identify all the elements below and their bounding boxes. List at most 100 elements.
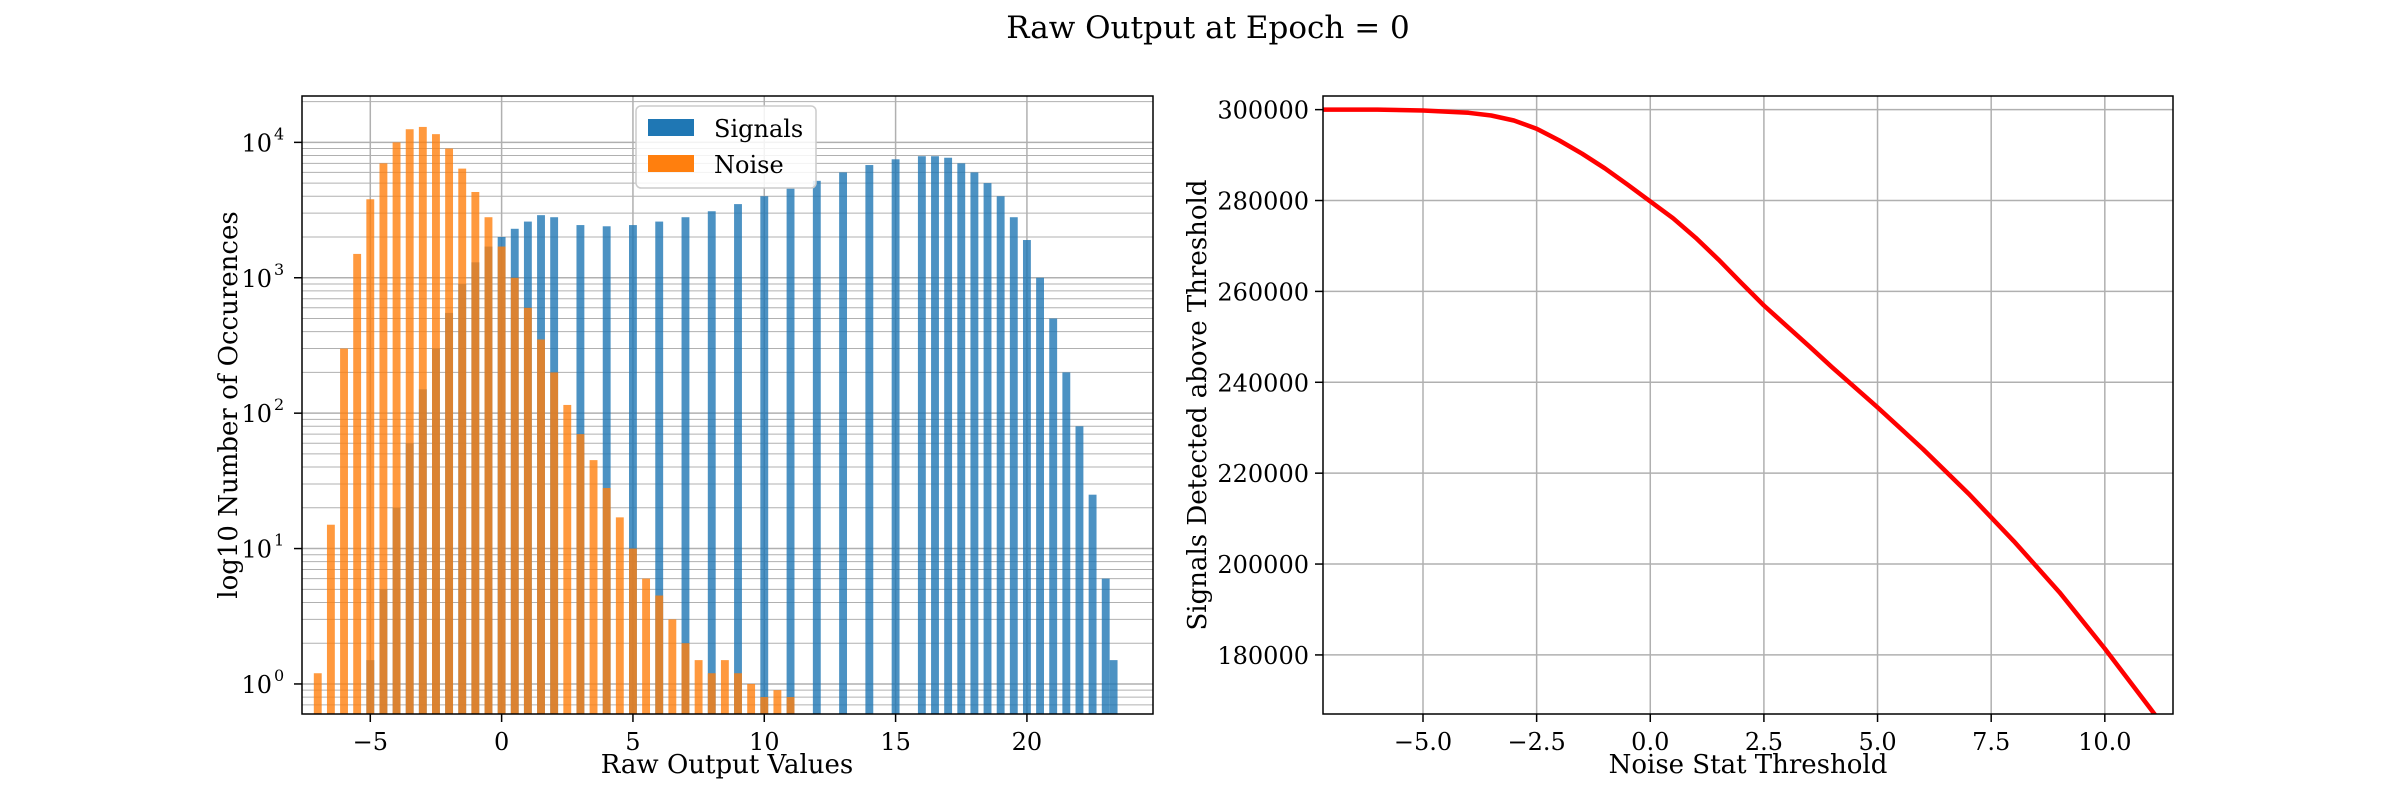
noise-bar <box>720 660 729 714</box>
threshold-frame <box>1322 95 2174 715</box>
noise-bar <box>484 217 493 714</box>
signals-bar <box>983 183 992 714</box>
noise-bar <box>366 199 375 715</box>
threshold-x-label: Noise Stat Threshold <box>1609 750 1888 780</box>
signals-bar <box>602 226 611 714</box>
x-tick-label: 7.5 <box>1972 728 2010 756</box>
noise-bar <box>418 126 427 715</box>
signals-bar <box>1022 240 1031 714</box>
signals-bar <box>1109 660 1118 714</box>
noise-bar <box>576 434 585 714</box>
threshold-ticks: −5.0 −2.5 0.0 2.5 5.0 7.5 10.0 180000 200000 2200… <box>1217 97 2131 756</box>
y-tick-label: 220000 <box>1217 460 1309 488</box>
legend-swatch-signals <box>648 119 694 136</box>
signals-bar <box>655 221 664 714</box>
histogram-legend: Signals Noise <box>635 105 817 189</box>
y-tick-label: 10 <box>241 400 272 428</box>
noise-bar <box>747 683 756 714</box>
noise-bar <box>550 372 559 714</box>
noise-bar <box>313 673 322 714</box>
y-tick-label: 10 <box>241 536 272 564</box>
x-tick-label: −5 <box>353 728 388 756</box>
noise-bar <box>510 277 519 714</box>
x-tick-label: 10 <box>749 728 780 756</box>
threshold-y-label: Signals Detected above Threshold <box>1183 179 1213 630</box>
signals-bar <box>707 211 716 714</box>
noise-bar <box>471 191 480 714</box>
threshold-grid <box>1323 96 2173 714</box>
signals-bar <box>1036 277 1044 714</box>
signals-bar <box>1075 426 1084 714</box>
noise-bar <box>694 660 703 714</box>
noise-bar <box>760 697 769 714</box>
y-tick-label: 260000 <box>1217 278 1309 306</box>
signals-bar <box>760 196 769 714</box>
noise-bar <box>602 488 611 714</box>
noise-bar <box>629 548 637 714</box>
y-tick-label: 10 <box>241 129 272 157</box>
y-tick-label: 240000 <box>1217 369 1309 397</box>
y-tick-label: 10 <box>241 671 272 699</box>
histogram-frame <box>301 95 1154 715</box>
noise-bar <box>379 163 388 714</box>
noise-bar <box>405 129 414 714</box>
noise-bar <box>655 595 664 714</box>
noise-bar <box>615 517 624 714</box>
noise-bar <box>642 578 651 714</box>
y-tick-exponent: 1 <box>274 531 284 550</box>
noise-bar <box>537 339 545 714</box>
signals-bar <box>944 157 953 714</box>
noise-bar <box>707 673 716 714</box>
signals-bar <box>786 188 795 715</box>
threshold-axes: −5.0 −2.5 0.0 2.5 5.0 7.5 10.0 180000 200000 2200… <box>1183 95 2174 780</box>
signals-bar <box>1101 578 1110 714</box>
noise-bar <box>326 524 335 714</box>
x-tick-label: 0 <box>494 728 509 756</box>
signals-bar <box>629 225 637 715</box>
x-tick-label: −2.5 <box>1507 728 1565 756</box>
y-tick-label: 10 <box>241 265 272 293</box>
signals-bar <box>681 217 690 714</box>
legend-label-noise: Noise <box>714 151 784 179</box>
signals-bar <box>891 159 900 714</box>
signals-bar <box>865 165 874 715</box>
noise-bar <box>392 142 401 714</box>
signals-bar <box>734 204 742 714</box>
x-tick-label: 2.5 <box>1745 728 1783 756</box>
signals-bar <box>1009 217 1018 714</box>
x-tick-label: 10.0 <box>2078 728 2131 756</box>
y-tick-label: 180000 <box>1217 642 1309 670</box>
noise-bar <box>681 643 690 714</box>
noise-bar <box>458 168 467 714</box>
noise-bar <box>340 348 348 714</box>
histogram-x-label: Raw Output Values <box>601 750 853 780</box>
signals-bar <box>1049 318 1058 714</box>
noise-bar <box>563 404 572 714</box>
signals-bar <box>1062 372 1071 714</box>
signals-bar <box>996 196 1005 714</box>
noise-bar <box>353 253 362 715</box>
y-tick-label: 280000 <box>1217 188 1309 216</box>
noise-bar <box>589 460 598 714</box>
signals-bar <box>917 156 926 714</box>
noise-bar <box>786 697 795 714</box>
y-tick-exponent: 2 <box>274 395 284 414</box>
signals-detected-line <box>1323 107 2158 714</box>
x-tick-label: 5.0 <box>1858 728 1896 756</box>
legend-swatch-noise <box>648 155 694 172</box>
histogram-bars <box>313 126 1118 715</box>
noise-bar <box>668 619 677 714</box>
y-tick-label: 200000 <box>1217 551 1309 579</box>
signals-bar <box>839 172 848 715</box>
y-tick-exponent: 4 <box>274 124 284 143</box>
y-tick-label: 300000 <box>1217 97 1309 125</box>
signals-bar <box>970 172 979 715</box>
x-tick-label: 15 <box>880 728 911 756</box>
histogram-y-label: log10 Number of Occurences <box>214 211 244 598</box>
x-tick-label: 20 <box>1012 728 1043 756</box>
noise-bar <box>773 690 782 714</box>
x-tick-label: −5.0 <box>1394 728 1452 756</box>
